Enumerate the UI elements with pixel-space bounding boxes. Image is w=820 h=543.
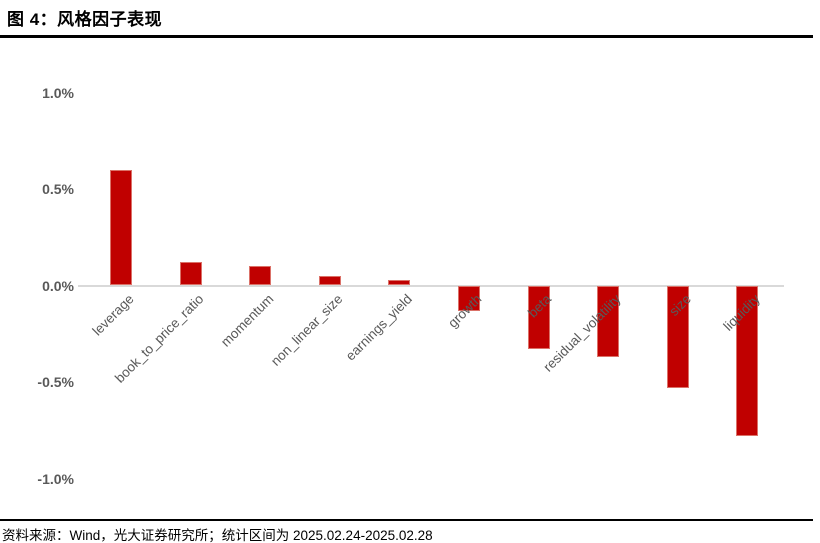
x-axis-zero-line [78, 284, 784, 287]
title-divider-line [0, 35, 813, 38]
bar-growth [457, 285, 480, 311]
footer-divider-line [0, 519, 813, 521]
bar-residual_volatility [597, 285, 620, 357]
x-axis-label-non_linear_size: non_linear_size [268, 290, 346, 369]
bar-beta [527, 285, 550, 350]
bar-size [666, 285, 689, 388]
x-axis-label-momentum: momentum [217, 290, 277, 350]
bar-leverage [110, 169, 133, 286]
y-axis-tick-label: -1.0% [37, 470, 74, 487]
y-axis-tick-label: 0.0% [42, 277, 74, 294]
source-note: 资料来源：Wind，光大证券研究所；统计区间为 2025.02.24-2025.… [2, 528, 433, 543]
y-axis-tick-label: -0.5% [37, 374, 74, 390]
bar-momentum [249, 266, 272, 286]
x-axis-label-leverage: leverage [89, 290, 138, 339]
bar-earnings_yield [388, 279, 411, 286]
x-axis-label-earnings_yield: earnings_yield [343, 290, 416, 363]
bar-book_to_price_ratio [179, 262, 202, 286]
figure-title: 图 4：风格因子表现 [7, 10, 163, 29]
bar-liquidity [736, 285, 759, 437]
bar-non_linear_size [318, 275, 341, 286]
y-axis-tick-label: 0.5% [42, 181, 74, 197]
y-axis-tick-label: 1.0% [42, 84, 74, 101]
